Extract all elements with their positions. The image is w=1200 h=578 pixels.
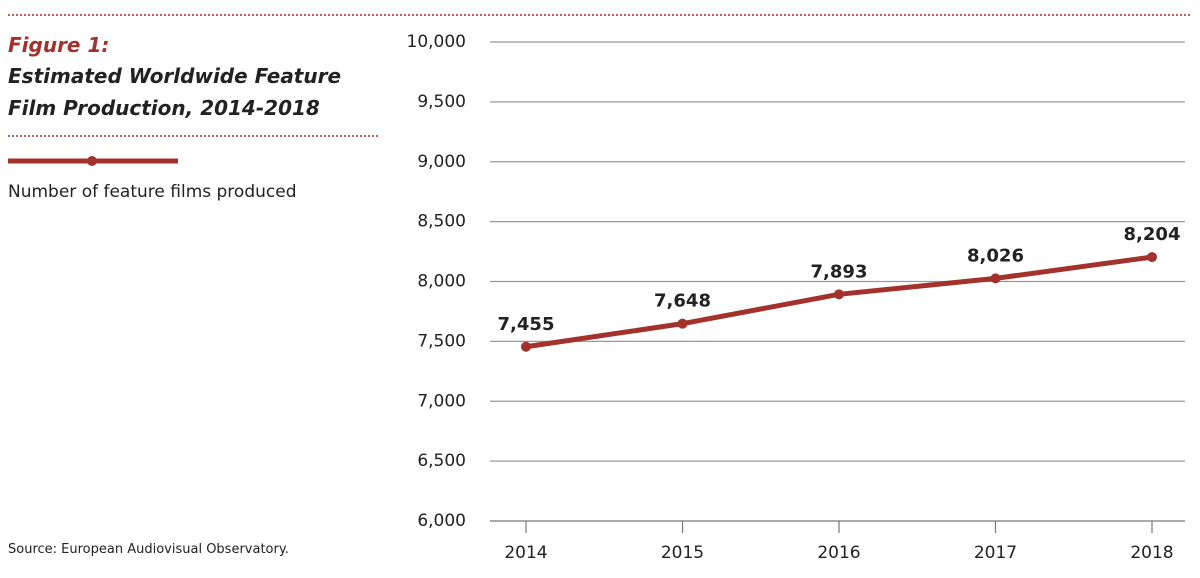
y-tick-label: 8,500 [417, 212, 466, 232]
y-tick-label: 8,000 [417, 272, 466, 292]
data-point [990, 273, 1001, 284]
y-tick-label: 6,000 [417, 511, 466, 531]
title-block: Figure 1: Estimated Worldwide Feature Fi… [8, 30, 380, 124]
x-tick-label: 2016 [817, 543, 860, 563]
y-tick-label: 9,500 [417, 92, 466, 112]
x-tick-label: 2018 [1130, 543, 1173, 563]
value-label: 7,455 [498, 314, 555, 335]
y-tick-label: 7,000 [417, 391, 466, 411]
x-tick-label: 2014 [504, 543, 547, 563]
y-tick-label: 9,000 [417, 152, 466, 172]
y-tick-label: 10,000 [407, 32, 466, 52]
data-point [1147, 252, 1157, 263]
data-point [521, 341, 531, 352]
figure-label: Figure 1: [8, 33, 110, 57]
x-tick-label: 2017 [974, 543, 1017, 563]
value-label: 7,893 [811, 261, 868, 282]
legend-label: Number of feature films produced [8, 182, 297, 202]
y-tick-label: 6,500 [417, 451, 466, 471]
value-label: 8,026 [967, 245, 1024, 266]
value-label: 7,648 [654, 291, 711, 312]
legend-dot [87, 156, 97, 166]
x-tick-label: 2015 [661, 543, 704, 563]
value-label: 8,204 [1124, 224, 1181, 245]
y-tick-label: 7,500 [417, 331, 466, 351]
chart-title: Estimated Worldwide Feature Film Product… [8, 64, 342, 120]
data-point [677, 318, 688, 329]
data-point [834, 289, 844, 300]
source-note: Source: European Audiovisual Observatory… [8, 542, 289, 557]
